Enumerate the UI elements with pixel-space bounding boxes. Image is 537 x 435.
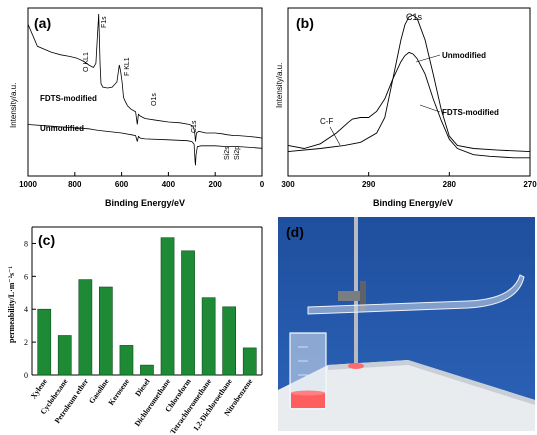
- annotation-f1s: F1s: [101, 16, 108, 28]
- tick-label-b: 300: [281, 180, 295, 189]
- ylabel-a: Intensity/a.u.: [9, 83, 18, 128]
- ylabel-c: permeability/L·m⁻²s⁻¹: [7, 266, 16, 343]
- white-stand-base: [278, 360, 535, 431]
- xlabel-b: Binding Energy/eV: [373, 198, 453, 208]
- panel-label-b: (b): [296, 15, 314, 31]
- tick-label-b: 290: [362, 180, 376, 189]
- tick-label-c: 0: [24, 371, 28, 380]
- annotation-si2p: Si2p: [234, 146, 241, 160]
- legend-fdts-modified-b: FDTS-modified: [442, 108, 499, 117]
- chart-b: (b) Intensity/a.u. Binding Energy/eV 300…: [275, 7, 537, 208]
- series-unmodified-b: [287, 14, 531, 153]
- glass-tube: [307, 274, 525, 315]
- annotation-o1s: O1s: [151, 93, 158, 106]
- bar: [99, 286, 113, 376]
- bar: [181, 250, 195, 376]
- bar: [37, 308, 52, 376]
- panel-label-d: (d): [286, 224, 304, 240]
- tick-label-a: 200: [209, 180, 223, 189]
- annotation-si2s: Si2s: [224, 146, 231, 160]
- bar: [160, 237, 175, 376]
- tick-label-a: 400: [162, 180, 176, 189]
- category-label: Xylene: [29, 376, 50, 400]
- tick-label-a: 0: [260, 180, 265, 189]
- annotation-c1s-b: C1s: [406, 12, 423, 22]
- tick-label-b: 280: [443, 180, 457, 189]
- bar: [78, 279, 93, 376]
- legend-fdts-modified-a: FDTS-modified: [40, 94, 97, 103]
- category-label: Kerosene: [106, 376, 131, 406]
- bar: [222, 306, 237, 376]
- tick-label-c: 4: [24, 305, 28, 314]
- chart-a: (a) Intensity/a.u. Binding Energy/eV 100…: [9, 7, 265, 208]
- photo-d: (d): [278, 217, 535, 431]
- tick-label-c: 2: [24, 338, 28, 347]
- series-unmodified-a: [27, 124, 263, 166]
- bar: [242, 347, 257, 376]
- annotation-c-f: C-F: [320, 117, 333, 126]
- red-liquid: [291, 393, 325, 408]
- series-fdts-modified-a: [27, 13, 263, 142]
- beaker: [289, 332, 327, 410]
- tick-label-b: 270: [523, 180, 537, 189]
- xlabel-a: Binding Energy/eV: [105, 198, 185, 208]
- annotation-f-kl1: F KL1: [124, 57, 131, 76]
- legend-unmodified-b: Unmodified: [442, 51, 486, 60]
- category-label: Diesel: [133, 377, 152, 398]
- tick-label-a: 800: [68, 180, 82, 189]
- tick-label-a: 600: [115, 180, 129, 189]
- legend-unmodified-a: Unmodified: [40, 124, 84, 133]
- tick-label-c: 6: [24, 272, 28, 281]
- annotation-o-kl1: O KL1: [83, 52, 90, 72]
- bar: [140, 364, 154, 376]
- panel-label-c: (c): [38, 232, 55, 248]
- annotation-c1s-a: C1s: [191, 120, 198, 133]
- series-fdts-modified-b: [287, 51, 530, 159]
- bar: [57, 335, 72, 376]
- bar: [201, 297, 216, 376]
- tick-label-c: 8: [24, 239, 28, 248]
- clamp: [338, 291, 366, 301]
- tick-label-a: 1000: [19, 180, 37, 189]
- bar: [119, 345, 134, 376]
- ylabel-b: Intensity/a.u.: [275, 63, 284, 108]
- panel-label-a: (a): [34, 15, 51, 31]
